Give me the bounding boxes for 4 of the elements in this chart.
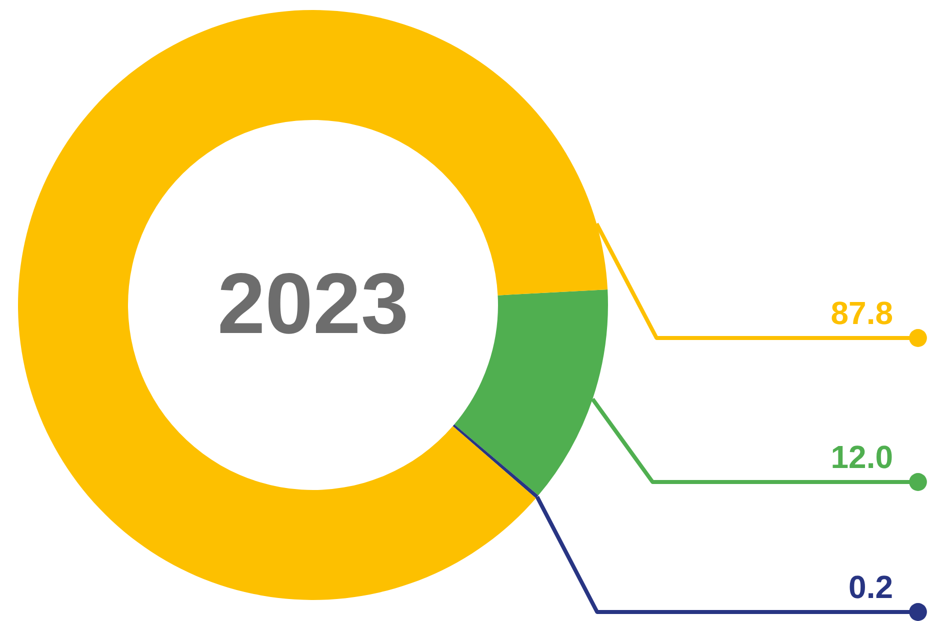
data-label: 0.2 <box>848 569 893 605</box>
text: 2023 <box>217 256 409 352</box>
data-label: 12.0 <box>830 439 893 475</box>
data-label: 87.8 <box>830 295 893 331</box>
